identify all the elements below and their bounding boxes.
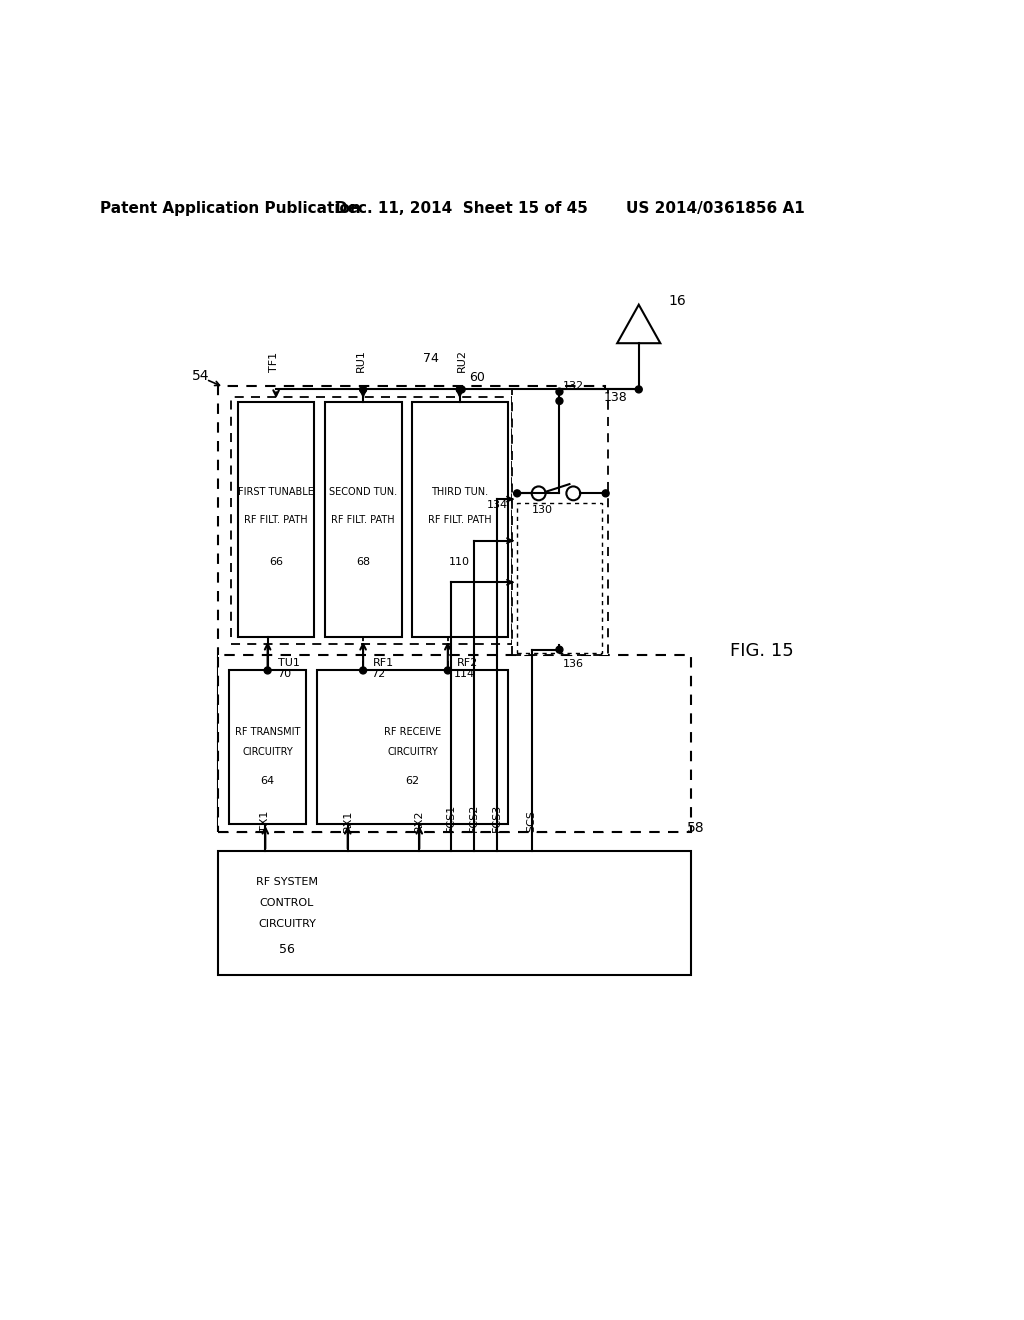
Text: RF FILT. PATH: RF FILT. PATH <box>332 515 395 525</box>
Text: SECOND TUN.: SECOND TUN. <box>329 487 397 496</box>
Text: RX1: RX1 <box>343 809 352 832</box>
Circle shape <box>556 388 563 395</box>
Circle shape <box>556 647 563 653</box>
Text: 138: 138 <box>604 391 628 404</box>
Text: 60: 60 <box>469 371 484 384</box>
Bar <box>217 655 691 832</box>
Text: CIRCUITRY: CIRCUITRY <box>243 747 293 758</box>
Bar <box>217 851 691 974</box>
Circle shape <box>359 667 367 675</box>
Text: 136: 136 <box>563 659 585 668</box>
Text: THIRD TUN.: THIRD TUN. <box>431 487 488 496</box>
Bar <box>517 503 602 653</box>
Text: 114: 114 <box>455 669 475 680</box>
Text: RU2: RU2 <box>457 350 467 372</box>
Bar <box>316 671 508 825</box>
Bar <box>325 403 401 638</box>
Text: FCS3: FCS3 <box>493 804 502 832</box>
Text: RF TRANSMIT: RF TRANSMIT <box>234 727 300 737</box>
Circle shape <box>514 490 520 496</box>
Text: CIRCUITRY: CIRCUITRY <box>387 747 437 758</box>
Text: CIRCUITRY: CIRCUITRY <box>258 919 315 929</box>
Bar <box>229 671 306 825</box>
Text: FCS1: FCS1 <box>445 804 456 832</box>
Text: TU1: TU1 <box>279 657 300 668</box>
Text: 130: 130 <box>532 506 553 515</box>
Text: 66: 66 <box>269 557 283 568</box>
Circle shape <box>602 490 609 496</box>
Circle shape <box>264 667 271 675</box>
Text: CONTROL: CONTROL <box>260 898 314 908</box>
Text: 56: 56 <box>279 944 295 957</box>
Text: 54: 54 <box>191 370 209 383</box>
Bar <box>230 397 512 644</box>
Text: RF SYSTEM: RF SYSTEM <box>256 878 317 887</box>
Text: FIG. 15: FIG. 15 <box>730 643 794 660</box>
Text: US 2014/0361856 A1: US 2014/0361856 A1 <box>627 201 805 216</box>
Text: Patent Application Publication: Patent Application Publication <box>100 201 361 216</box>
Text: 64: 64 <box>260 776 274 787</box>
Text: 72: 72 <box>372 669 386 680</box>
Text: 58: 58 <box>687 821 705 836</box>
Text: TX1: TX1 <box>260 810 270 832</box>
Text: RF FILT. PATH: RF FILT. PATH <box>428 515 492 525</box>
Text: 110: 110 <box>450 557 470 568</box>
Text: Dec. 11, 2014  Sheet 15 of 45: Dec. 11, 2014 Sheet 15 of 45 <box>335 201 588 216</box>
Text: SCS: SCS <box>526 810 537 832</box>
Bar <box>412 403 508 638</box>
Text: TF1: TF1 <box>268 352 279 372</box>
Bar <box>217 385 605 832</box>
Text: 134: 134 <box>487 500 508 510</box>
Text: RX2: RX2 <box>415 809 424 832</box>
Text: 132: 132 <box>563 380 585 391</box>
Text: FIRST TUNABLE: FIRST TUNABLE <box>239 487 314 496</box>
Text: 68: 68 <box>356 557 370 568</box>
Text: FCS2: FCS2 <box>469 804 479 832</box>
Bar <box>239 403 313 638</box>
Text: RF RECEIVE: RF RECEIVE <box>384 727 441 737</box>
Text: RF2: RF2 <box>457 657 478 668</box>
Circle shape <box>457 385 463 393</box>
Text: 70: 70 <box>278 669 292 680</box>
Text: 16: 16 <box>669 294 686 308</box>
Circle shape <box>444 667 452 675</box>
Text: RF FILT. PATH: RF FILT. PATH <box>245 515 308 525</box>
Circle shape <box>359 385 367 393</box>
Text: 62: 62 <box>406 776 420 787</box>
Circle shape <box>458 385 465 393</box>
Text: RF1: RF1 <box>373 657 393 668</box>
Text: 74: 74 <box>423 352 439 366</box>
Bar <box>512 389 608 655</box>
Circle shape <box>635 385 642 393</box>
Text: RU1: RU1 <box>355 350 366 372</box>
Circle shape <box>556 397 563 404</box>
